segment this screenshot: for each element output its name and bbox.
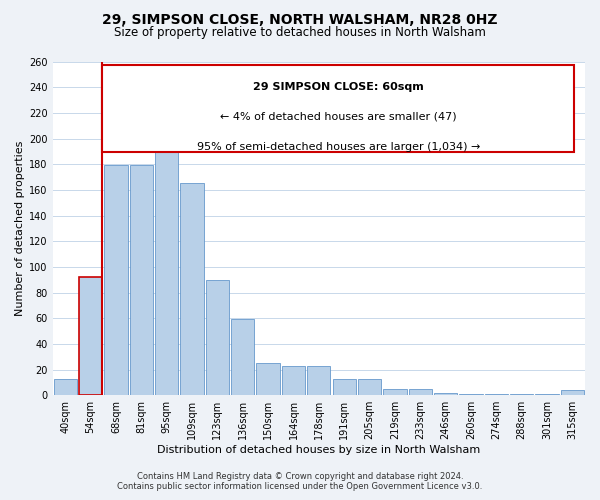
Text: Contains public sector information licensed under the Open Government Licence v3: Contains public sector information licen… <box>118 482 482 491</box>
Bar <box>130 166 153 395</box>
Text: 29 SIMPSON CLOSE: 60sqm: 29 SIMPSON CLOSE: 60sqm <box>253 82 424 92</box>
Bar <box>485 394 508 395</box>
Text: 29, SIMPSON CLOSE, NORTH WALSHAM, NR28 0HZ: 29, SIMPSON CLOSE, NORTH WALSHAM, NR28 0… <box>102 12 498 26</box>
Bar <box>560 390 584 395</box>
Bar <box>307 366 331 395</box>
Bar <box>79 277 103 395</box>
X-axis label: Distribution of detached houses by size in North Walsham: Distribution of detached houses by size … <box>157 445 481 455</box>
FancyBboxPatch shape <box>103 65 574 152</box>
Text: Contains HM Land Registry data © Crown copyright and database right 2024.: Contains HM Land Registry data © Crown c… <box>137 472 463 481</box>
Bar <box>459 394 482 395</box>
Text: ← 4% of detached houses are smaller (47): ← 4% of detached houses are smaller (47) <box>220 112 457 122</box>
Bar <box>155 127 178 395</box>
Bar <box>332 378 356 395</box>
Bar <box>383 389 407 395</box>
Bar <box>358 378 381 395</box>
Y-axis label: Number of detached properties: Number of detached properties <box>15 140 25 316</box>
Bar <box>434 392 457 395</box>
Bar <box>53 378 77 395</box>
Bar <box>181 184 204 395</box>
Bar <box>206 280 229 395</box>
Bar <box>535 394 559 395</box>
Bar <box>510 394 533 395</box>
Text: 95% of semi-detached houses are larger (1,034) →: 95% of semi-detached houses are larger (… <box>197 142 480 152</box>
Bar <box>256 363 280 395</box>
Bar <box>282 366 305 395</box>
Bar <box>104 166 128 395</box>
Bar <box>231 320 254 395</box>
Text: Size of property relative to detached houses in North Walsham: Size of property relative to detached ho… <box>114 26 486 39</box>
Bar <box>409 389 432 395</box>
